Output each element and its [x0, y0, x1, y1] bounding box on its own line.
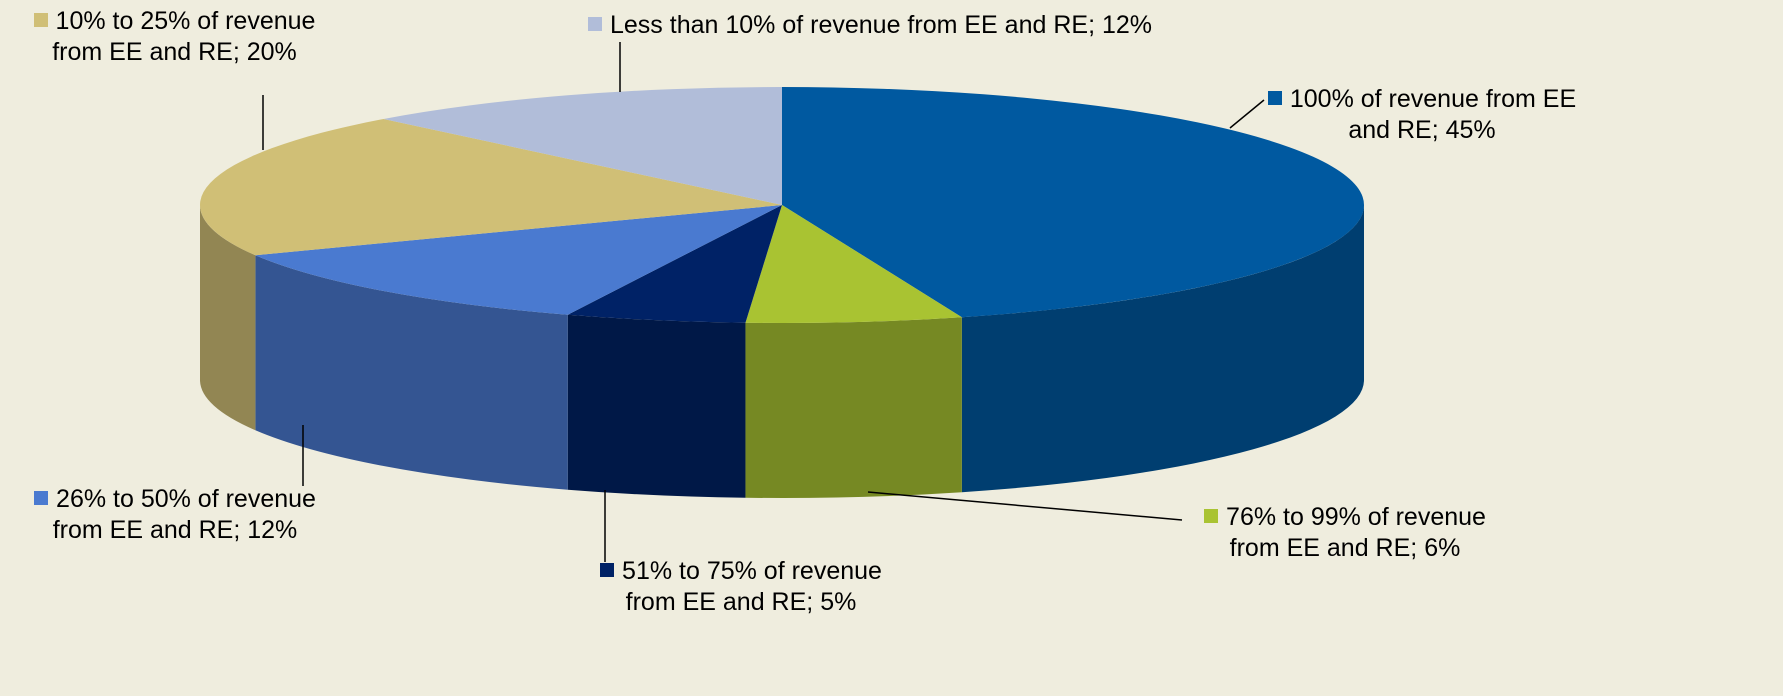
legend-marker	[588, 17, 602, 31]
value-label: 45%	[1445, 116, 1496, 144]
pie-side	[200, 205, 256, 431]
category-text: 10% to 25% of revenue from EE and RE	[52, 7, 316, 66]
value-label: 12%	[1101, 11, 1153, 39]
pie	[200, 87, 1364, 498]
category-text: 100% of revenue from EE and RE	[1289, 85, 1577, 144]
value-label: 12%	[247, 516, 298, 544]
value-label: 6%	[1424, 534, 1461, 562]
category-text: 26% to 50% of revenue from EE and RE	[52, 485, 316, 544]
category-text: 51% to 75% of revenue from EE and RE	[622, 557, 882, 616]
value-label: 5%	[820, 588, 857, 616]
data-label: 10% to 25% of revenue from EE and RE; 20…	[12, 6, 337, 68]
data-label: 26% to 50% of revenue from EE and RE; 12…	[10, 484, 340, 546]
pie-side	[255, 255, 568, 490]
legend-marker	[33, 13, 48, 27]
category-text: 76% to 99% of revenue from EE and RE	[1226, 503, 1486, 562]
pie-slice	[383, 87, 782, 205]
pie-side	[961, 205, 1364, 493]
legend-marker	[600, 563, 615, 577]
separator: ;	[1088, 11, 1102, 39]
pie-side	[567, 314, 746, 498]
separator: ;	[233, 516, 248, 544]
data-label: 51% to 75% of revenue from EE and RE; 5%	[576, 556, 906, 618]
value-label: 20%	[246, 38, 297, 66]
data-label: 76% to 99% of revenue from EE and RE; 6%	[1180, 502, 1510, 564]
pie-slice	[745, 205, 962, 323]
pie-slice	[200, 118, 783, 256]
leader-line	[867, 491, 1183, 521]
separator: ;	[1410, 534, 1425, 562]
legend-marker	[1267, 91, 1282, 105]
legend-marker	[34, 491, 49, 505]
pie-slice	[567, 205, 782, 323]
legend-marker	[1204, 509, 1219, 523]
separator: ;	[806, 588, 821, 616]
pie-slice	[782, 87, 1364, 318]
data-label: 100% of revenue from EE and RE; 45%	[1262, 84, 1582, 146]
pie-slice	[255, 205, 783, 315]
data-label: Less than 10% of revenue from EE and RE;…	[588, 10, 1288, 41]
leader-line	[1229, 99, 1265, 129]
pie-side	[745, 317, 962, 498]
separator: ;	[232, 38, 247, 66]
separator: ;	[1431, 116, 1446, 144]
category-text: Less than 10% of revenue from EE and RE	[610, 11, 1089, 39]
